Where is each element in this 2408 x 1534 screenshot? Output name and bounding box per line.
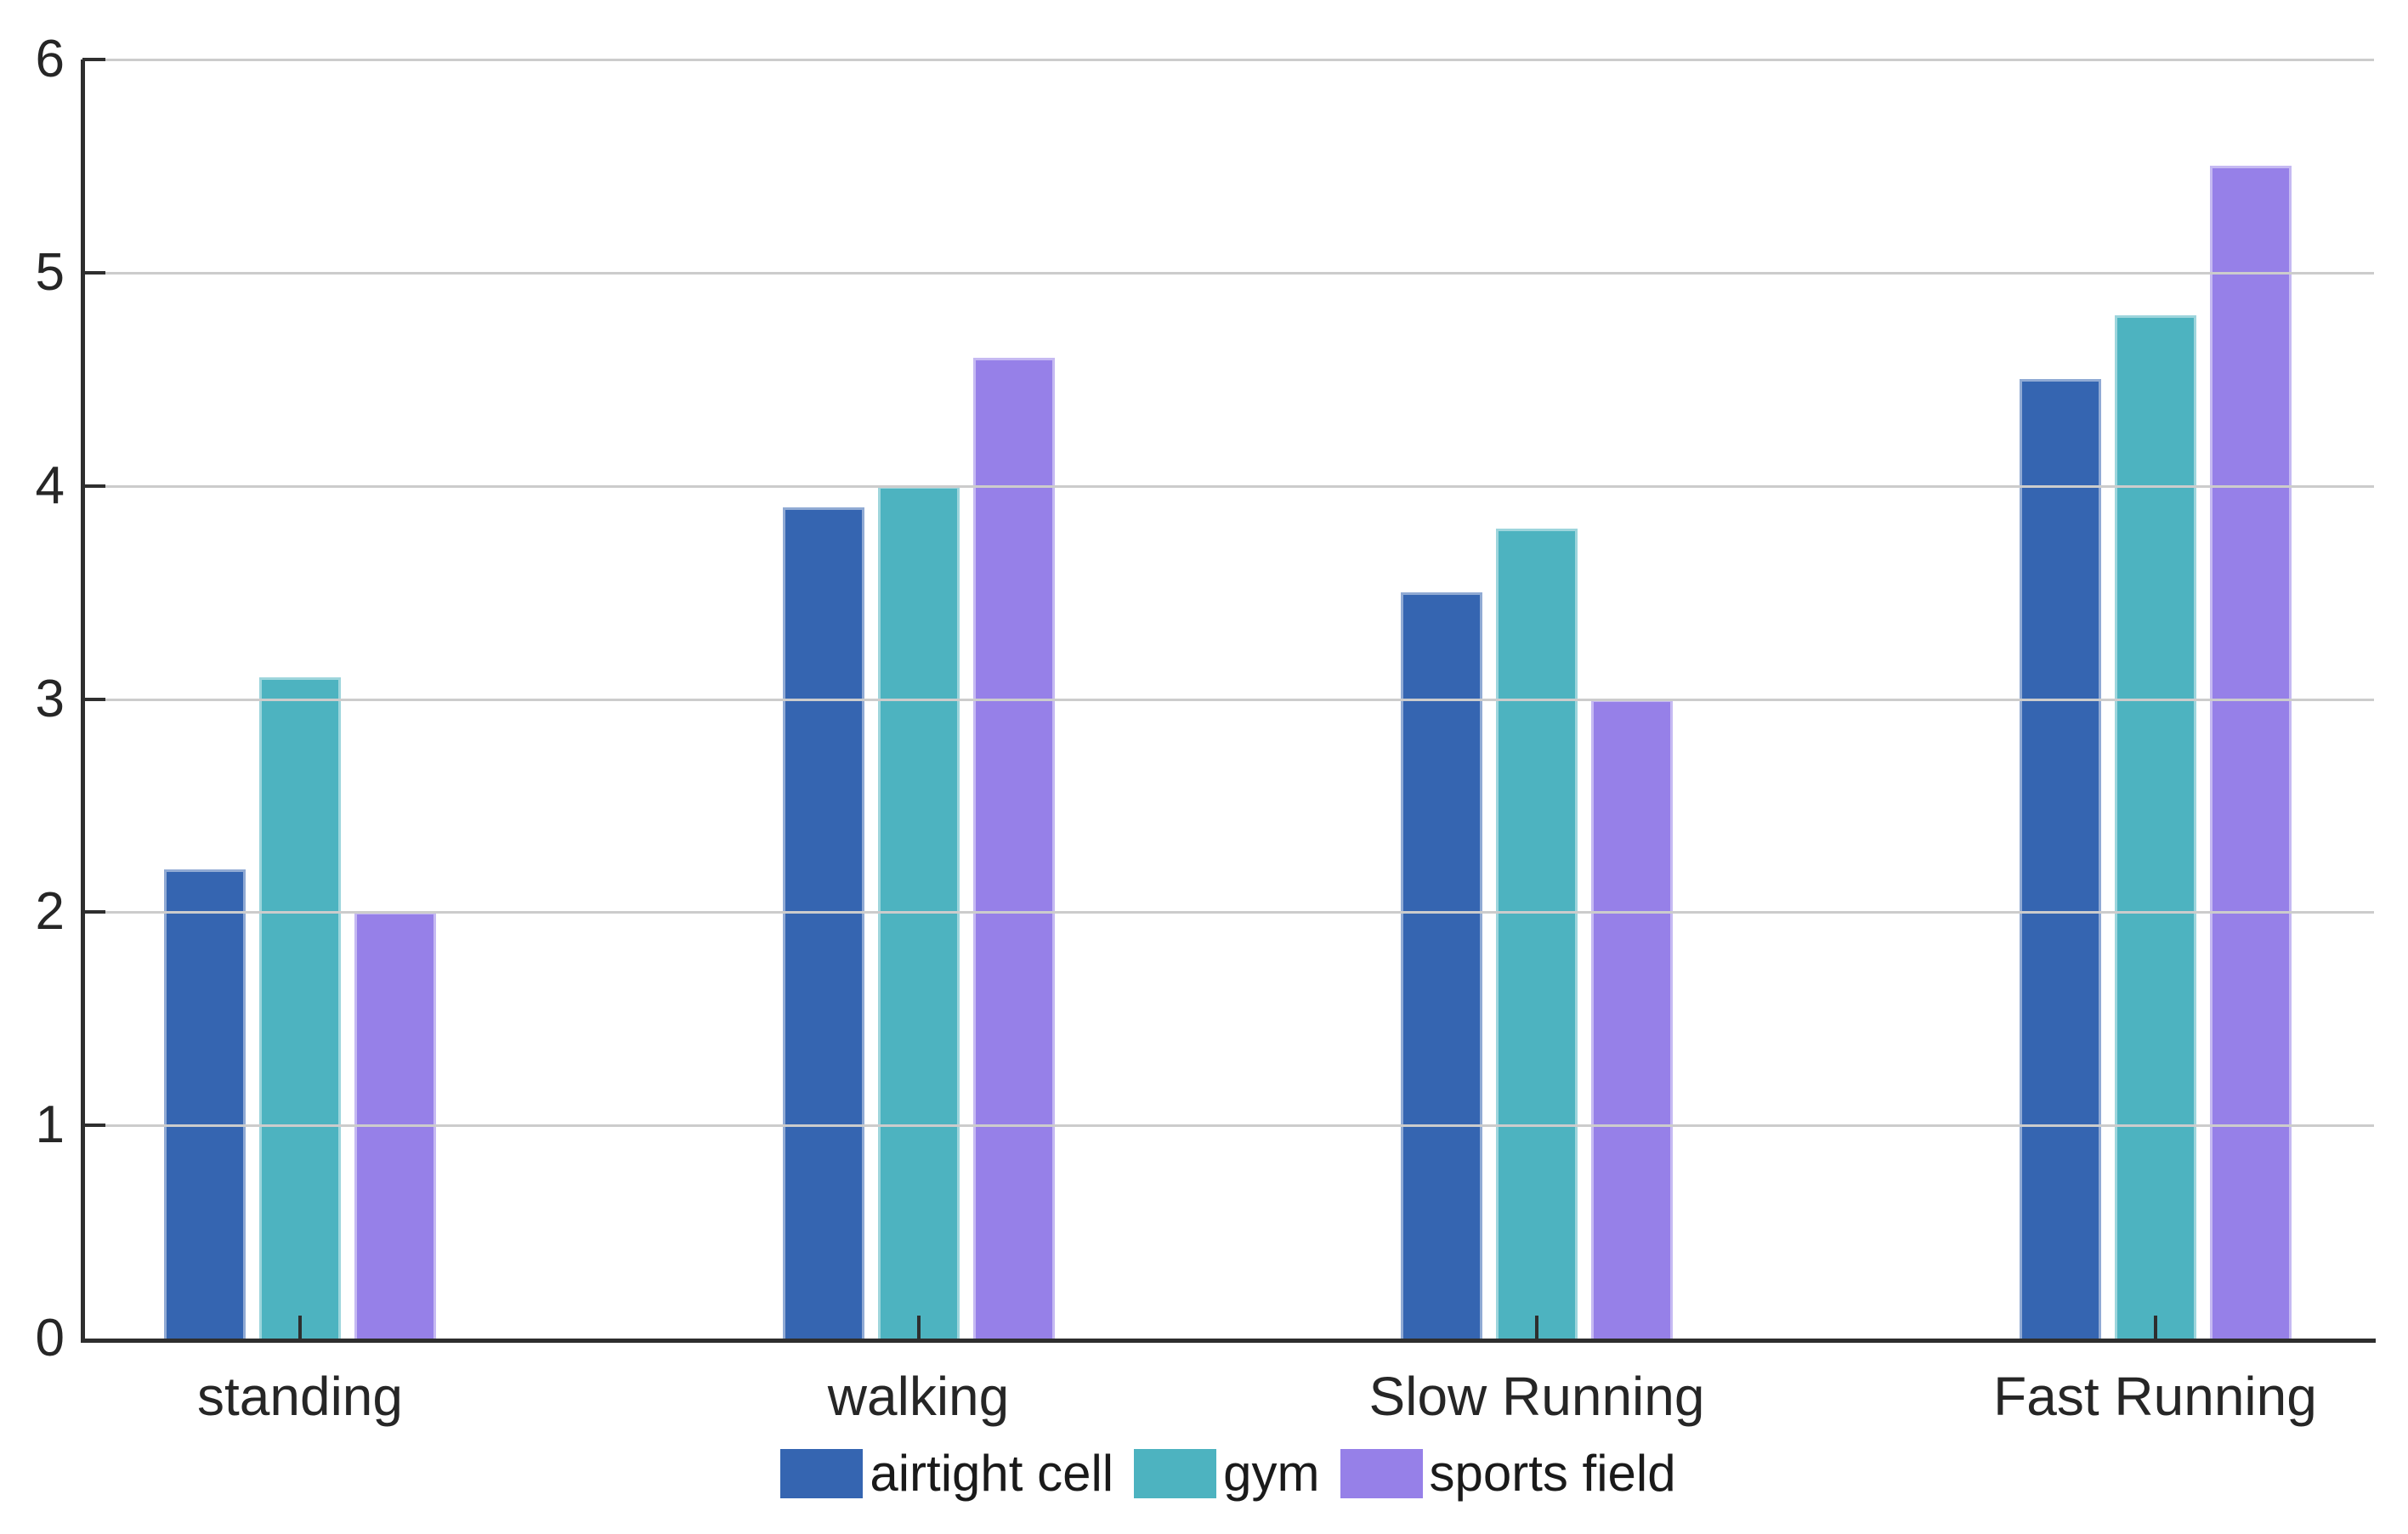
bar-walking-sports-field (972, 358, 1055, 1339)
bar-standing-airtight-cell (164, 869, 246, 1339)
bar-standing-gym (259, 677, 341, 1339)
ytick-label-0: 0 (35, 1309, 65, 1367)
legend-label-airtight-cell: airtight cell (870, 1445, 1114, 1502)
bar-slow-running-sports-field (1591, 699, 1673, 1339)
bar-walking-gym (877, 485, 960, 1339)
gridline-y4 (82, 484, 2374, 488)
legend-item-airtight-cell: airtight cell (780, 1446, 1113, 1501)
ytick-y4 (82, 484, 105, 488)
bar-standing-sports-field (354, 912, 436, 1339)
ytick-label-3: 3 (35, 669, 65, 728)
legend-item-gym: gym (1134, 1445, 1320, 1502)
gridline-y1 (82, 1124, 2374, 1128)
ytick-label-1: 1 (35, 1095, 65, 1155)
legend-item-sports-field: sports field (1340, 1446, 1676, 1501)
legend-swatch-gym (1134, 1449, 1217, 1498)
xtick-walking (916, 1316, 921, 1339)
gridline-y3 (82, 698, 2374, 701)
ytick-y1 (82, 1124, 105, 1128)
category-label-slow-running: Slow Running (1368, 1366, 1705, 1427)
x-axis-line (81, 1339, 2376, 1343)
ytick-label-2: 2 (35, 882, 65, 942)
category-label-walking: walking (827, 1366, 1010, 1427)
gridline-y5 (82, 271, 2374, 275)
bar-walking-airtight-cell (782, 507, 864, 1339)
bar-slow-running-airtight-cell (1401, 592, 1482, 1339)
xtick-standing (298, 1316, 302, 1339)
legend-swatch-sports-field (1340, 1449, 1423, 1498)
xtick-fast-running (2153, 1316, 2157, 1339)
chart-legend: airtight cell gym sports field (82, 1446, 2374, 1501)
category-label-standing: standing (197, 1366, 403, 1427)
bar-fast-running-sports-field (2209, 166, 2292, 1339)
ytick-label-5: 5 (35, 242, 65, 302)
ytick-label-4: 4 (35, 456, 65, 515)
xtick-slow-running (1535, 1316, 1538, 1339)
ytick-y5 (82, 270, 105, 275)
legend-label-gym: gym (1223, 1445, 1320, 1502)
bar-fast-running-gym (2114, 315, 2196, 1339)
ytick-y3 (82, 697, 105, 701)
bar-fast-running-airtight-cell (2019, 379, 2101, 1339)
category-label-fast-running: Fast Running (1993, 1366, 2317, 1427)
ytick-y2 (82, 910, 105, 914)
legend-swatch-airtight-cell (780, 1449, 864, 1498)
ytick-y6 (82, 58, 105, 61)
gridline-y2 (82, 911, 2374, 914)
gridline-y6 (82, 59, 2374, 61)
y-axis-line (81, 59, 85, 1341)
ytick-label-6: 6 (35, 30, 65, 88)
legend-label-sports-field: sports field (1429, 1445, 1676, 1502)
bar-slow-running-gym (1496, 528, 1578, 1339)
